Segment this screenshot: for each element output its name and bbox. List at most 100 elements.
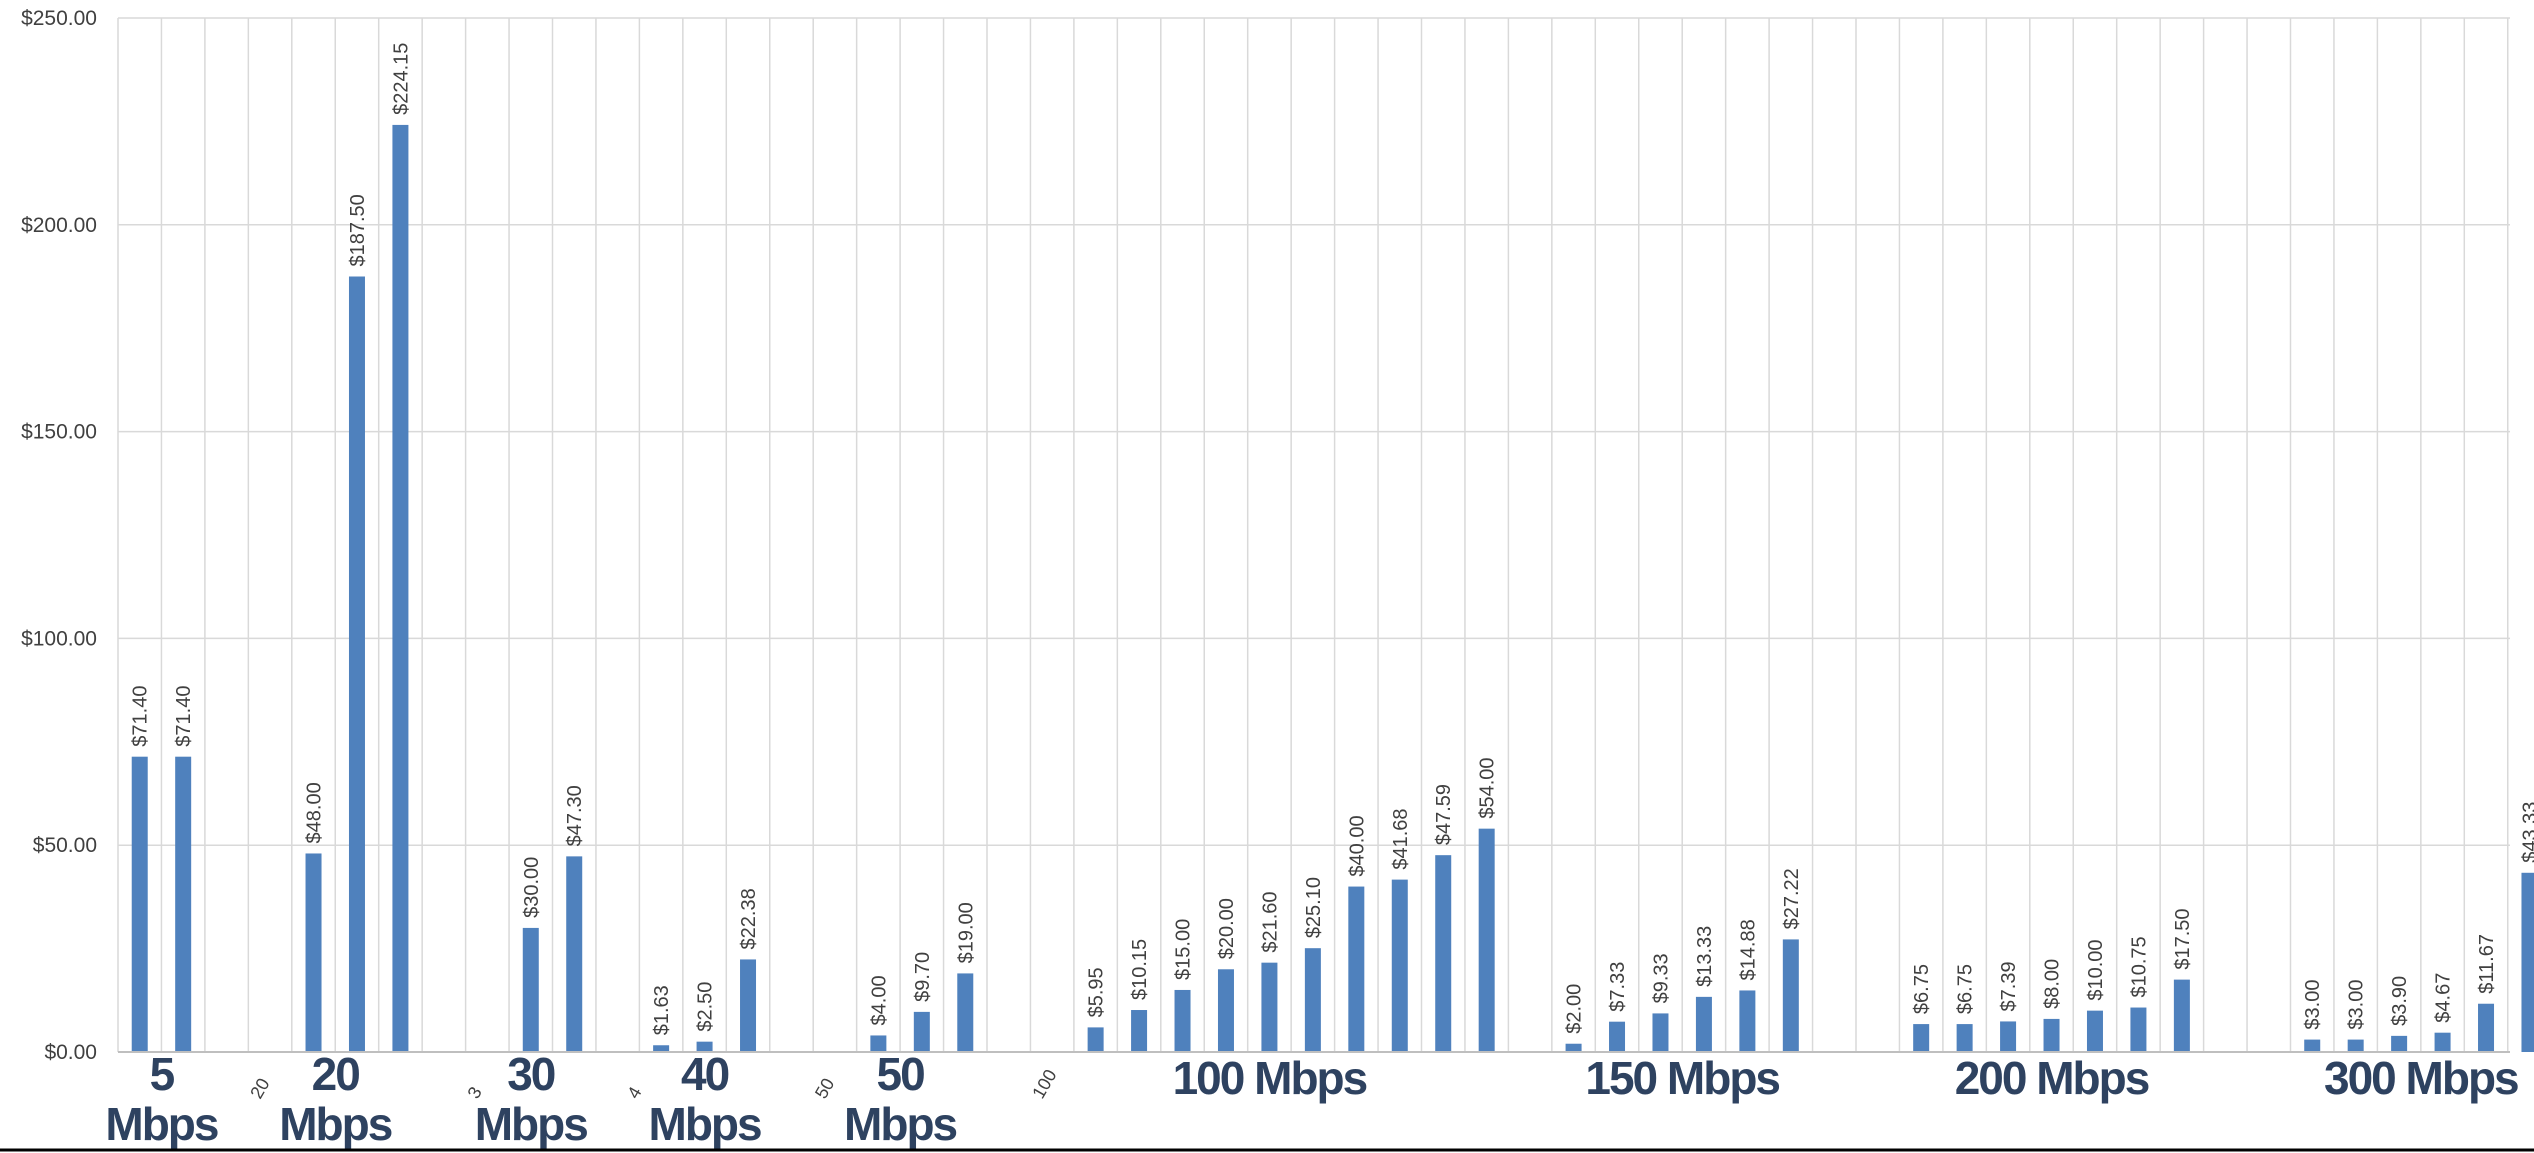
y-tick-label: $150.00 [21, 421, 97, 444]
data-label: $47.59 [1433, 784, 1455, 845]
data-label: $13.33 [1694, 926, 1716, 987]
data-label: $187.50 [347, 194, 369, 266]
bar [1348, 886, 1365, 1052]
bar [305, 853, 322, 1052]
data-label: $7.39 [1998, 961, 2020, 1011]
group-label: Mbps [279, 1098, 392, 1150]
bar [1174, 989, 1191, 1052]
group-label: 40 [681, 1048, 729, 1100]
bar [522, 927, 539, 1052]
y-axis: $0.00 $50.00 $100.00 $150.00 $200.00 $250.00 [21, 7, 97, 1064]
group-label: 200 Mbps [1955, 1052, 2149, 1104]
data-label: $71.40 [130, 686, 152, 747]
bar [1609, 1021, 1626, 1052]
data-label: $7.33 [1607, 962, 1629, 1012]
bar [131, 756, 148, 1052]
bar [348, 276, 365, 1052]
data-label: $71.40 [173, 686, 195, 747]
bar [1087, 1027, 1104, 1052]
y-tick-label: $200.00 [21, 214, 97, 237]
bar [696, 1041, 713, 1052]
data-label: $10.75 [2128, 936, 2150, 997]
axis-tick-fragment: 20 [246, 1075, 273, 1102]
data-label: $54.00 [1477, 757, 1499, 818]
axis-tick-fragment: 100 [1028, 1066, 1060, 1102]
group-label: 100 Mbps [1173, 1052, 1367, 1104]
data-label: $43.33 [2519, 802, 2534, 863]
data-label: $6.75 [1955, 964, 1977, 1014]
bar [1782, 939, 1799, 1052]
data-label: $3.00 [2302, 980, 2324, 1030]
axis-tick-fragment: 50 [811, 1075, 838, 1102]
data-label: $6.75 [1911, 964, 1933, 1014]
bar [740, 959, 757, 1052]
data-label: $14.88 [1737, 919, 1759, 980]
group-label: Mbps [475, 1098, 588, 1150]
group-label: 300 Mbps [2324, 1052, 2518, 1104]
bar [1956, 1024, 1973, 1052]
bars [131, 124, 2534, 1053]
y-tick-label: $100.00 [21, 627, 97, 650]
y-tick-label: $250.00 [21, 7, 97, 30]
bar [2434, 1032, 2451, 1052]
data-label: $2.50 [695, 982, 717, 1032]
bar [1565, 1043, 1582, 1052]
y-tick-label: $0.00 [44, 1041, 97, 1064]
bar [2000, 1021, 2017, 1052]
data-label: $19.00 [955, 902, 977, 963]
bar [653, 1045, 670, 1052]
bar [1695, 996, 1712, 1052]
bar [2173, 979, 2190, 1052]
bar [2478, 1003, 2495, 1052]
axis-tick-fragment: 4 [623, 1083, 645, 1102]
data-label: $22.38 [738, 888, 760, 949]
bar [1131, 1010, 1148, 1052]
bar [1217, 969, 1234, 1052]
bar [1304, 948, 1321, 1052]
group-label: 20 [312, 1048, 360, 1100]
data-label: $21.60 [1259, 891, 1281, 952]
data-label: $4.00 [868, 975, 890, 1025]
gridlines [117, 17, 2510, 1053]
bar [2086, 1010, 2103, 1052]
data-label: $27.22 [1781, 868, 1803, 929]
data-label: $3.90 [2389, 976, 2411, 1026]
bar [2391, 1035, 2408, 1052]
data-label: $3.00 [2346, 980, 2368, 1030]
group-label: 150 Mbps [1585, 1052, 1779, 1104]
data-label: $5.95 [1086, 967, 1108, 1017]
bar [2521, 872, 2534, 1052]
bar [2130, 1007, 2147, 1052]
data-label: $2.00 [1564, 984, 1586, 1034]
data-labels: $71.40 $71.40 $48.00 $187.50 $224.15 $30.00 $4… [130, 43, 2534, 1036]
bar [1435, 855, 1452, 1052]
bar [1652, 1013, 1669, 1052]
bar [2043, 1018, 2060, 1052]
data-label: $9.33 [1650, 953, 1672, 1003]
data-label: $20.00 [1216, 898, 1238, 959]
data-label: $224.15 [390, 43, 412, 115]
bar [1478, 828, 1495, 1052]
data-label: $25.10 [1303, 877, 1325, 938]
data-label: $1.63 [651, 985, 673, 1035]
data-label: $17.50 [2172, 908, 2194, 969]
data-label: $15.00 [1173, 919, 1195, 980]
group-label: 30 [507, 1048, 555, 1100]
bar [175, 756, 192, 1052]
bar [1391, 879, 1408, 1052]
data-label: $9.70 [912, 952, 934, 1002]
group-label: 50 [877, 1048, 925, 1100]
data-label: $41.68 [1390, 808, 1412, 869]
data-label: $10.15 [1129, 939, 1151, 1000]
bar [392, 124, 409, 1053]
bar [2304, 1039, 2321, 1052]
data-label: $8.00 [2042, 959, 2064, 1009]
y-tick-label: $50.00 [33, 834, 97, 857]
bar [913, 1011, 930, 1052]
group-label: 5 [150, 1048, 175, 1100]
bar [566, 856, 583, 1052]
bar [1739, 990, 1756, 1052]
bar [1261, 962, 1278, 1052]
